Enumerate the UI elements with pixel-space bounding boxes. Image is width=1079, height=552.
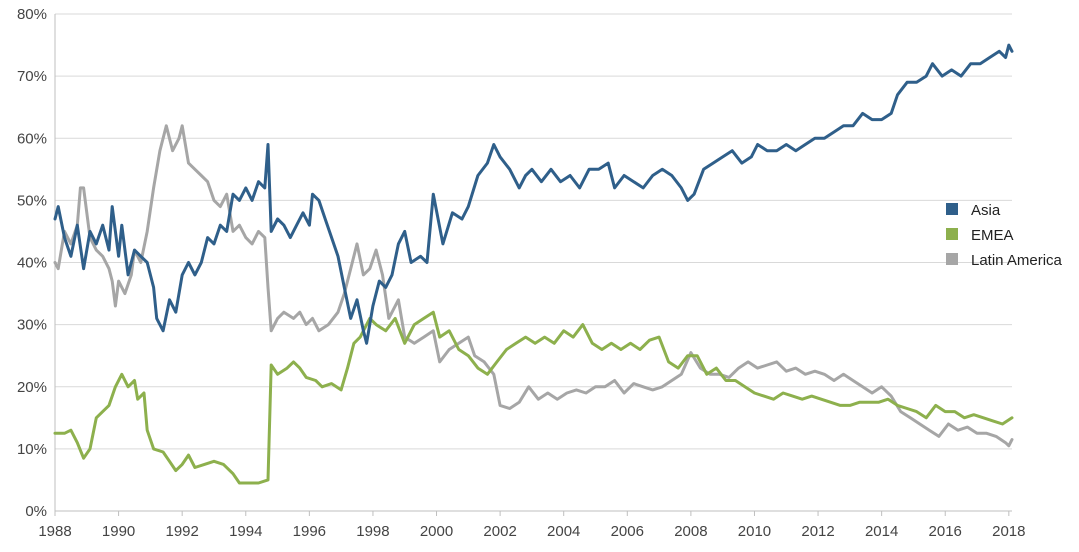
y-tick-label: 10% — [17, 441, 47, 458]
series-line-asia — [53, 43, 1014, 345]
legend-swatch — [946, 253, 958, 265]
legend-label: EMEA — [971, 227, 1014, 244]
y-tick-label: 70% — [17, 68, 47, 85]
x-tick-label: 1996 — [293, 523, 326, 540]
series-line-emea — [53, 310, 1014, 485]
x-tick-label: 2006 — [611, 523, 644, 540]
series-line-latin-america — [53, 124, 1014, 448]
y-tick-label: 40% — [17, 255, 47, 272]
x-tick-label: 1994 — [229, 523, 262, 540]
x-tick-label: 2000 — [420, 523, 453, 540]
legend-swatch — [946, 228, 958, 240]
x-tick-label: 2010 — [738, 523, 771, 540]
y-axis: 0% 10% 20% 30% 40% 50% 60% 70% 80% — [17, 6, 56, 520]
legend-label: Latin America — [971, 252, 1063, 269]
x-tick-label: 2004 — [547, 523, 580, 540]
x-tick-label: 2014 — [865, 523, 898, 540]
x-axis: 1988 1990 1992 1994 1996 1998 2000 2002 2004 2006… — [38, 510, 1026, 540]
legend: Asia EMEA Latin America — [946, 202, 1063, 269]
legend-swatch — [946, 203, 958, 215]
x-tick-label: 1988 — [38, 523, 71, 540]
y-tick-label: 60% — [17, 130, 47, 147]
x-tick-label: 1990 — [102, 523, 135, 540]
x-tick-label: 2012 — [801, 523, 834, 540]
y-tick-label: 30% — [17, 317, 47, 334]
x-tick-label: 2016 — [929, 523, 962, 540]
series-lines — [53, 43, 1014, 485]
y-tick-label: 0% — [25, 503, 47, 520]
legend-label: Asia — [971, 202, 1001, 219]
y-tick-label: 20% — [17, 379, 47, 396]
gridlines — [55, 13, 1012, 450]
x-tick-label: 2008 — [674, 523, 707, 540]
x-tick-label: 2002 — [483, 523, 516, 540]
y-tick-label: 80% — [17, 6, 47, 23]
x-tick-label: 1998 — [356, 523, 389, 540]
y-tick-label: 50% — [17, 192, 47, 209]
x-tick-label: 2018 — [992, 523, 1025, 540]
x-tick-label: 1992 — [165, 523, 198, 540]
